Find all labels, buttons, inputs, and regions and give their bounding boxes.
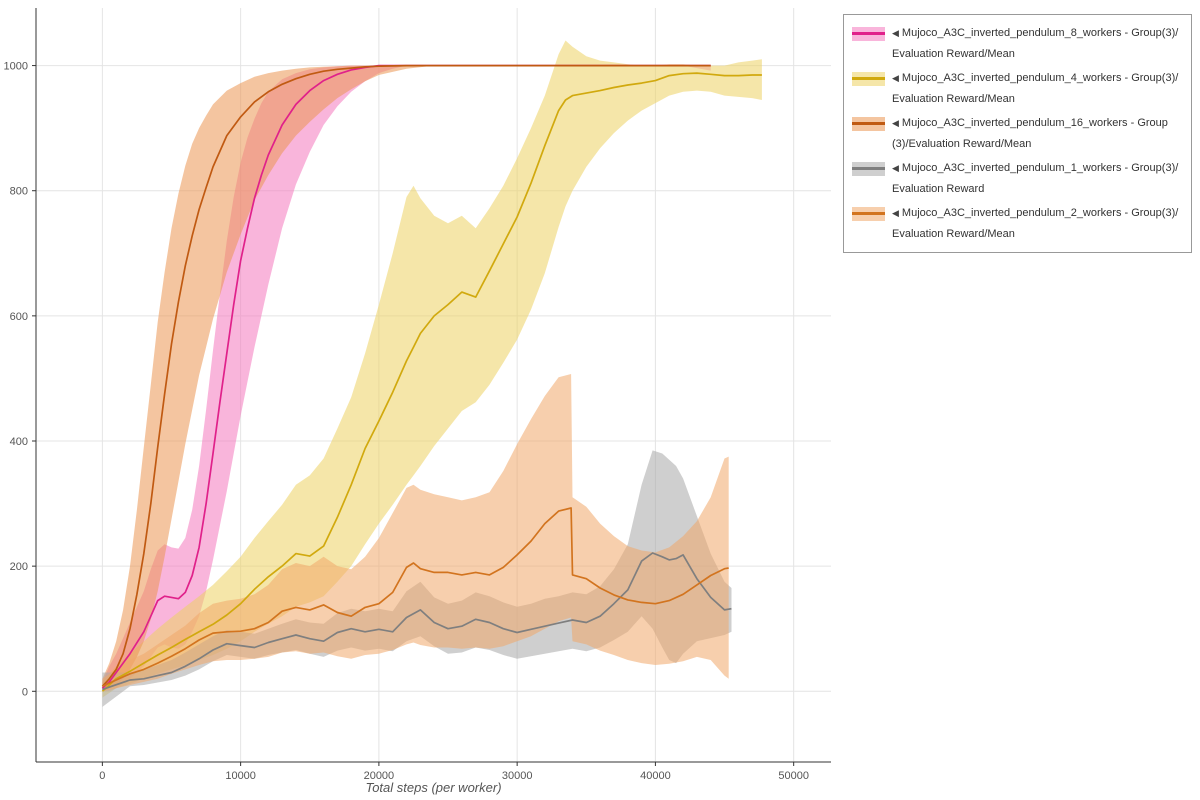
series-band-Mujoco_A3C_inverted_pendulum_2_workers <box>102 374 729 692</box>
legend-swatch-icon <box>852 72 885 86</box>
run-marker-icon: ◀ <box>892 118 899 128</box>
y-tick-label: 200 <box>10 561 28 573</box>
y-tick-label: 600 <box>10 311 28 323</box>
legend-entry-Mujoco_A3C_inverted_pendulum_1_workers[interactable]: ◀ Mujoco_A3C_inverted_pendulum_1_workers … <box>852 158 1183 200</box>
series-line-Mujoco_A3C_inverted_pendulum_2_workers <box>102 507 729 688</box>
series-band-Mujoco_A3C_inverted_pendulum_4_workers <box>102 40 762 698</box>
legend-swatch-icon <box>852 27 885 41</box>
x-tick-label: 10000 <box>225 770 256 782</box>
series-line-Mujoco_A3C_inverted_pendulum_16_workers <box>101 64 711 687</box>
series-line-Mujoco_A3C_inverted_pendulum_1_workers <box>102 552 732 691</box>
x-tick-label: 20000 <box>364 770 395 782</box>
legend: ◀ Mujoco_A3C_inverted_pendulum_8_workers … <box>843 14 1192 253</box>
legend-label: ◀ Mujoco_A3C_inverted_pendulum_2_workers … <box>892 207 1179 240</box>
series-line-Mujoco_A3C_inverted_pendulum_4_workers <box>101 72 762 692</box>
legend-label: ◀ Mujoco_A3C_inverted_pendulum_16_workers… <box>892 117 1168 150</box>
x-tick-label: 40000 <box>640 770 671 782</box>
run-marker-icon: ◀ <box>892 208 899 218</box>
bands <box>102 40 762 707</box>
legend-swatch-icon <box>852 117 885 131</box>
legend-swatch-icon <box>852 162 885 176</box>
legend-swatch-icon <box>852 207 885 221</box>
legend-entry-Mujoco_A3C_inverted_pendulum_2_workers[interactable]: ◀ Mujoco_A3C_inverted_pendulum_2_workers … <box>852 203 1183 245</box>
series-band-Mujoco_A3C_inverted_pendulum_8_workers <box>102 65 711 692</box>
y-tick-label: 1000 <box>4 61 28 73</box>
y-tick-label: 400 <box>10 436 28 448</box>
y-tick-label: 800 <box>10 186 28 198</box>
legend-label: ◀ Mujoco_A3C_inverted_pendulum_4_workers … <box>892 72 1179 105</box>
run-marker-icon: ◀ <box>892 28 899 38</box>
x-tick-label: 0 <box>99 770 105 782</box>
legend-label: ◀ Mujoco_A3C_inverted_pendulum_8_workers … <box>892 27 1179 60</box>
x-tick-label: 50000 <box>778 770 809 782</box>
x-tick-label: 30000 <box>502 770 533 782</box>
run-marker-icon: ◀ <box>892 73 899 83</box>
legend-label: ◀ Mujoco_A3C_inverted_pendulum_1_workers … <box>892 162 1179 195</box>
run-marker-icon: ◀ <box>892 163 899 173</box>
lines <box>101 64 762 692</box>
y-tick-label: 0 <box>22 686 28 698</box>
x-axis-title: Total steps (per worker) <box>365 780 502 795</box>
legend-entry-Mujoco_A3C_inverted_pendulum_8_workers[interactable]: ◀ Mujoco_A3C_inverted_pendulum_8_workers … <box>852 23 1183 65</box>
legend-entry-Mujoco_A3C_inverted_pendulum_16_workers[interactable]: ◀ Mujoco_A3C_inverted_pendulum_16_workers… <box>852 113 1183 155</box>
legend-entry-Mujoco_A3C_inverted_pendulum_4_workers[interactable]: ◀ Mujoco_A3C_inverted_pendulum_4_workers … <box>852 68 1183 110</box>
